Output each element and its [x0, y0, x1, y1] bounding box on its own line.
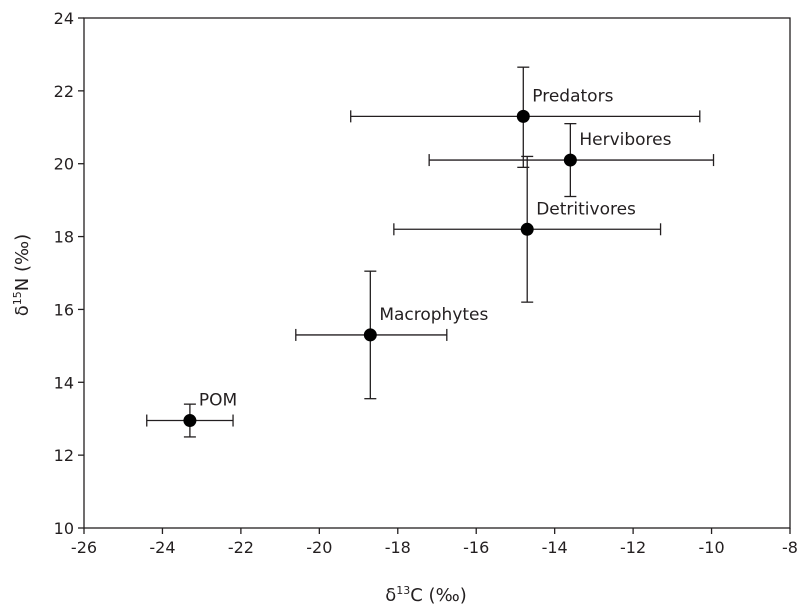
data-point-group: Macrophytes: [295, 270, 489, 400]
y-tick-label: 20: [54, 155, 74, 174]
point-label: POM: [199, 391, 237, 411]
x-tick-label: -12: [620, 538, 646, 557]
plot-frame: [83, 17, 791, 529]
data-series: Predators Hervibores Detritivores Macrophyt…: [146, 66, 715, 438]
data-point-group: Predators: [350, 66, 701, 169]
y-tick-label: 24: [54, 9, 74, 28]
y-axis-ticks: 10 12 14 16 18 20 22 24: [54, 9, 84, 538]
point-label: Hervibores: [579, 130, 671, 150]
data-point: [516, 109, 530, 123]
data-point-group: Hervibores: [428, 122, 715, 198]
y-tick-label: 10: [54, 519, 74, 538]
point-label: Macrophytes: [379, 305, 488, 325]
y-tick-label: 12: [54, 446, 74, 465]
data-point: [183, 414, 197, 428]
y-tick-label: 22: [54, 82, 74, 101]
data-point: [520, 222, 534, 236]
y-tick-label: 16: [54, 300, 74, 319]
y-tick-label: 14: [54, 373, 74, 392]
data-point: [363, 328, 377, 342]
x-tick-label: -16: [463, 538, 489, 557]
x-tick-label: -20: [306, 538, 332, 557]
x-tick-label: -8: [782, 538, 798, 557]
data-point-group: POM: [146, 391, 237, 438]
x-tick-label: -18: [385, 538, 411, 557]
x-tick-label: -26: [71, 538, 97, 557]
point-label: Predators: [532, 86, 613, 106]
point-label: Detritivores: [536, 199, 636, 219]
plot-border: [83, 17, 791, 529]
data-point-group: Detritivores: [393, 155, 662, 303]
y-axis-title: δ15N (‰): [11, 234, 33, 316]
data-point: [563, 153, 577, 167]
y-tick-label: 18: [54, 228, 74, 247]
x-axis-title: δ13C (‰): [385, 584, 467, 606]
x-tick-label: -10: [698, 538, 724, 557]
x-axis-ticks: -26 -24 -22 -20 -18 -16 -14 -12 -10 -8: [71, 528, 798, 557]
x-tick-label: -24: [149, 538, 175, 557]
x-tick-label: -22: [228, 538, 254, 557]
x-tick-label: -14: [542, 538, 568, 557]
